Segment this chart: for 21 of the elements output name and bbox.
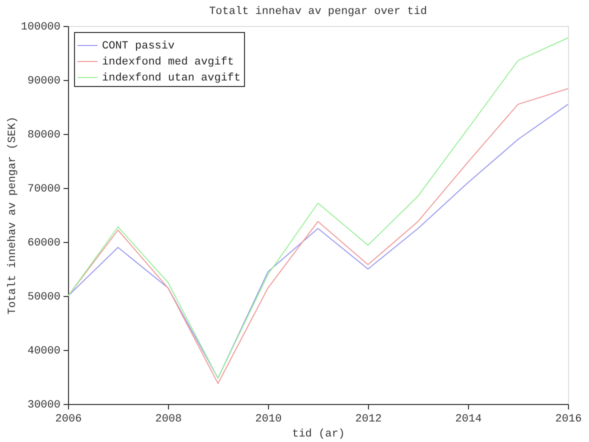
- line-series: [68, 37, 568, 379]
- y-tick-label: 40000: [27, 346, 60, 358]
- y-tick-label: 80000: [27, 130, 60, 142]
- legend-label: indexfond utan avgift: [102, 72, 241, 84]
- x-tick-label: 2016: [555, 414, 582, 426]
- x-tick-label: 2010: [255, 414, 282, 426]
- y-tick-label: 60000: [27, 238, 60, 250]
- x-tick-label: 2008: [155, 414, 182, 426]
- y-tick-label: 100000: [20, 22, 60, 34]
- y-tick-label: 30000: [27, 400, 60, 412]
- legend-label: indexfond med avgift: [102, 56, 234, 68]
- x-tick-label: 2012: [355, 414, 382, 426]
- x-tick-label: 2006: [55, 414, 82, 426]
- y-tick-label: 50000: [27, 292, 60, 304]
- x-tick-label: 2014: [455, 414, 482, 426]
- legend-label: CONT passiv: [102, 40, 176, 52]
- y-tick-label: 90000: [27, 76, 60, 88]
- chart-title: Totalt innehav av pengar over tid: [209, 6, 427, 18]
- y-axis-title: Totalt innehav av pengar (SEK): [6, 116, 19, 315]
- x-axis-title: tid (ar): [292, 428, 345, 440]
- y-tick-label: 70000: [27, 184, 60, 196]
